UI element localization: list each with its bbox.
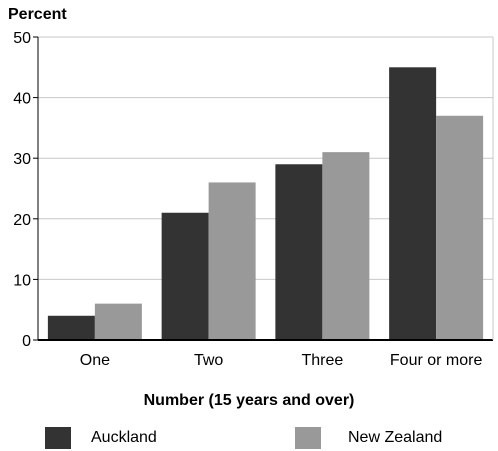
legend-label-new-zealand: New Zealand: [348, 429, 443, 446]
bar-chart: 0 10 20 30 40 50 One Two Three Four or more: [13, 30, 494, 369]
y-tick-label-30: 30: [13, 151, 31, 168]
bar-auckland-three: [275, 164, 323, 340]
bar-auckland-four-or-more: [389, 67, 437, 341]
y-tick-label-50: 50: [13, 30, 31, 47]
y-tick-label-20: 20: [13, 212, 31, 229]
x-tick-label-three: Three: [301, 352, 343, 369]
bar-new-zealand-four-or-more: [436, 115, 484, 340]
legend-item-new-zealand: New Zealand: [295, 427, 442, 449]
y-tick-label-40: 40: [13, 91, 31, 108]
x-tick-label-four-or-more: Four or more: [390, 352, 483, 369]
bar-new-zealand-three: [322, 152, 370, 340]
y-tick-label-0: 0: [22, 333, 31, 350]
x-tick-label-one: One: [80, 352, 110, 369]
legend-swatch-auckland: [45, 427, 71, 449]
legend-item-auckland: Auckland: [45, 427, 157, 449]
bar-auckland-two: [161, 212, 209, 340]
bar-auckland-one: [47, 315, 95, 340]
legend-label-auckland: Auckland: [91, 429, 157, 446]
y-tick-label-10: 10: [13, 272, 31, 289]
bar-new-zealand-one: [94, 303, 142, 340]
x-tick-label-two: Two: [194, 352, 223, 369]
legend-swatch-new-zealand: [295, 427, 321, 449]
y-axis-title: Percent: [8, 6, 67, 23]
bar-new-zealand-two: [208, 182, 256, 340]
x-axis-title: Number (15 years and over): [143, 392, 355, 409]
